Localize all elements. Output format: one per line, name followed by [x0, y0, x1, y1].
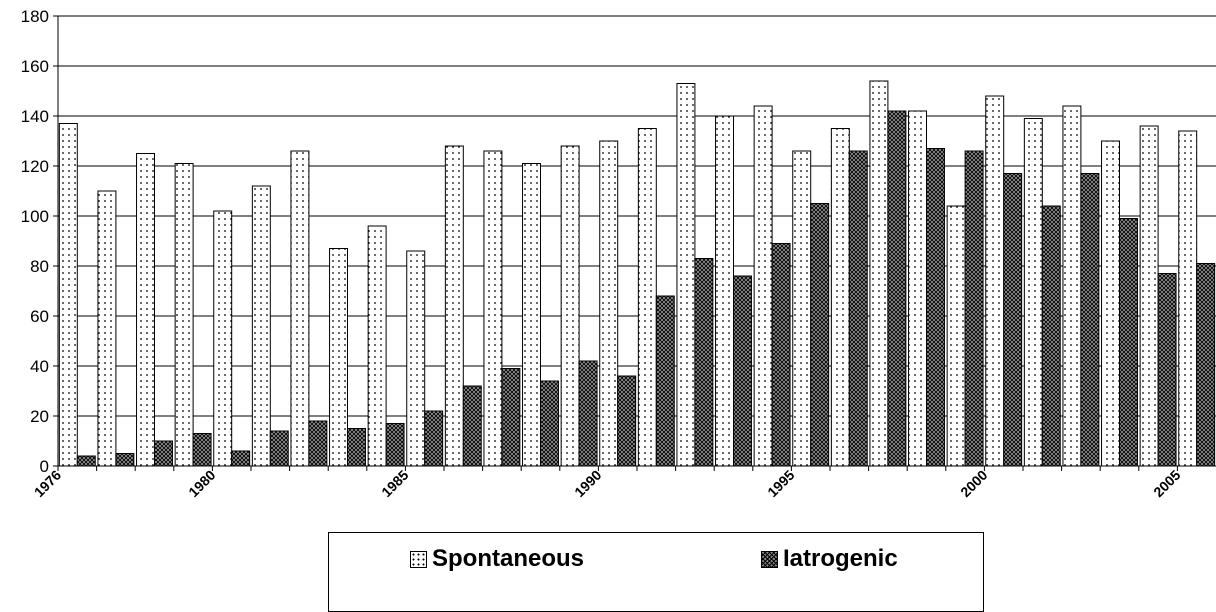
- y-tick-label: 60: [30, 307, 49, 326]
- bar-iatrogenic-1998: [926, 148, 945, 467]
- bar-iatrogenic-1997: [887, 110, 907, 467]
- bar-iatrogenic-1992: [694, 258, 714, 467]
- bar-iatrogenic-1991: [655, 295, 675, 467]
- bar-spontaneous-1987: [483, 150, 503, 467]
- bar-spontaneous-2004: [1139, 125, 1159, 467]
- bar-iatrogenic-2002: [1080, 173, 1100, 467]
- bar-spontaneous-1984: [367, 225, 387, 467]
- bar-spontaneous-2003: [1101, 140, 1121, 467]
- spontaneous-swatch-icon: [410, 550, 427, 568]
- bar-iatrogenic-1988: [540, 380, 559, 467]
- x-tick-label: 1995: [764, 467, 797, 500]
- bar-iatrogenic-1993: [733, 275, 752, 467]
- bar-iatrogenic-1980: [231, 450, 251, 467]
- bar-spontaneous-1978: [136, 153, 156, 467]
- legend: Spontaneous Iatrogenic: [328, 532, 984, 612]
- bar-iatrogenic-1996: [848, 150, 868, 467]
- y-tick-label: 40: [30, 357, 49, 376]
- bar-iatrogenic-2004: [1157, 273, 1177, 467]
- bar-iatrogenic-1978: [154, 440, 173, 467]
- iatrogenic-swatch-icon: [761, 550, 778, 568]
- bar-spontaneous-1980: [213, 210, 233, 467]
- bar-spontaneous-1988: [522, 163, 541, 467]
- bar-spontaneous-1981: [251, 185, 271, 467]
- bar-spontaneous-1983: [329, 248, 348, 467]
- bar-iatrogenic-1995: [810, 203, 830, 467]
- legend-item-spontaneous: Spontaneous: [410, 545, 584, 573]
- y-tick-label: 160: [21, 57, 49, 76]
- bar-iatrogenic-1984: [385, 423, 405, 467]
- bar-iatrogenic-1985: [424, 410, 444, 467]
- y-tick-label: 120: [21, 157, 49, 176]
- bar-spontaneous-2000: [985, 95, 1005, 467]
- bar-spontaneous-1993: [715, 115, 734, 467]
- y-tick-label: 0: [40, 457, 49, 476]
- bar-iatrogenic-1990: [617, 375, 637, 467]
- y-tick-label: 140: [21, 107, 49, 126]
- bar-spontaneous-1986: [444, 145, 464, 467]
- bar-chart-svg: 0 20 40 60 80 100 120 140 160 180 1976 1980 1985 1990…: [21, 7, 1216, 500]
- gridlines: [58, 15, 1216, 467]
- bar-spontaneous-2002: [1062, 105, 1082, 467]
- y-tick-label: 20: [30, 407, 49, 426]
- bar-spontaneous-1985: [406, 250, 426, 467]
- bar-spontaneous-1997: [869, 80, 889, 467]
- bars: [58, 80, 1216, 467]
- x-tick-label: 1980: [185, 467, 218, 500]
- bar-spontaneous-1990: [599, 140, 619, 467]
- bar-iatrogenic-2000: [1003, 173, 1023, 467]
- bar-iatrogenic-2001: [1041, 205, 1061, 467]
- bar-spontaneous-1977: [97, 190, 117, 467]
- bar-spontaneous-1979: [174, 163, 194, 467]
- bar-spontaneous-1992: [676, 83, 696, 467]
- legend-label-spontaneous: Spontaneous: [432, 545, 585, 572]
- x-tick-label: 2000: [957, 467, 990, 500]
- bar-iatrogenic-1982: [308, 420, 328, 467]
- bar-spontaneous-1999: [946, 205, 966, 467]
- bar-spontaneous-1976: [58, 123, 78, 467]
- legend-item-iatrogenic: Iatrogenic: [761, 545, 898, 573]
- bar-iatrogenic-1977: [115, 453, 135, 467]
- bar-iatrogenic-1976: [76, 455, 96, 467]
- bar-iatrogenic-1983: [347, 428, 366, 467]
- bar-spontaneous-1989: [560, 145, 580, 467]
- x-tick-label: 1990: [571, 467, 604, 500]
- bar-spontaneous-1995: [792, 150, 812, 467]
- bar-iatrogenic-1986: [462, 385, 482, 467]
- bar-iatrogenic-1999: [964, 150, 984, 467]
- bar-spontaneous-2005: [1178, 130, 1198, 467]
- x-tick-label: 2005: [1150, 467, 1183, 500]
- x-tick-label: 1976: [31, 467, 64, 500]
- y-tick-label: 80: [30, 257, 49, 276]
- bar-spontaneous-1982: [290, 150, 310, 467]
- x-tick-label: 1985: [378, 467, 411, 500]
- y-tick-label: 100: [21, 207, 49, 226]
- bar-spontaneous-1996: [830, 128, 850, 467]
- bar-iatrogenic-1979: [192, 433, 212, 467]
- y-tick-label: 180: [21, 7, 49, 26]
- bar-iatrogenic-2005: [1196, 263, 1216, 467]
- bar-spontaneous-2001: [1023, 118, 1043, 467]
- bar-spontaneous-1998: [908, 110, 927, 467]
- bar-iatrogenic-1989: [578, 360, 598, 467]
- legend-label-iatrogenic: Iatrogenic: [783, 545, 898, 572]
- bar-iatrogenic-1994: [771, 243, 791, 467]
- bar-spontaneous-1994: [753, 105, 773, 467]
- bar-iatrogenic-2003: [1119, 218, 1138, 467]
- bar-iatrogenic-1981: [269, 430, 289, 467]
- bar-spontaneous-1991: [637, 128, 657, 467]
- bar-iatrogenic-1987: [501, 368, 521, 467]
